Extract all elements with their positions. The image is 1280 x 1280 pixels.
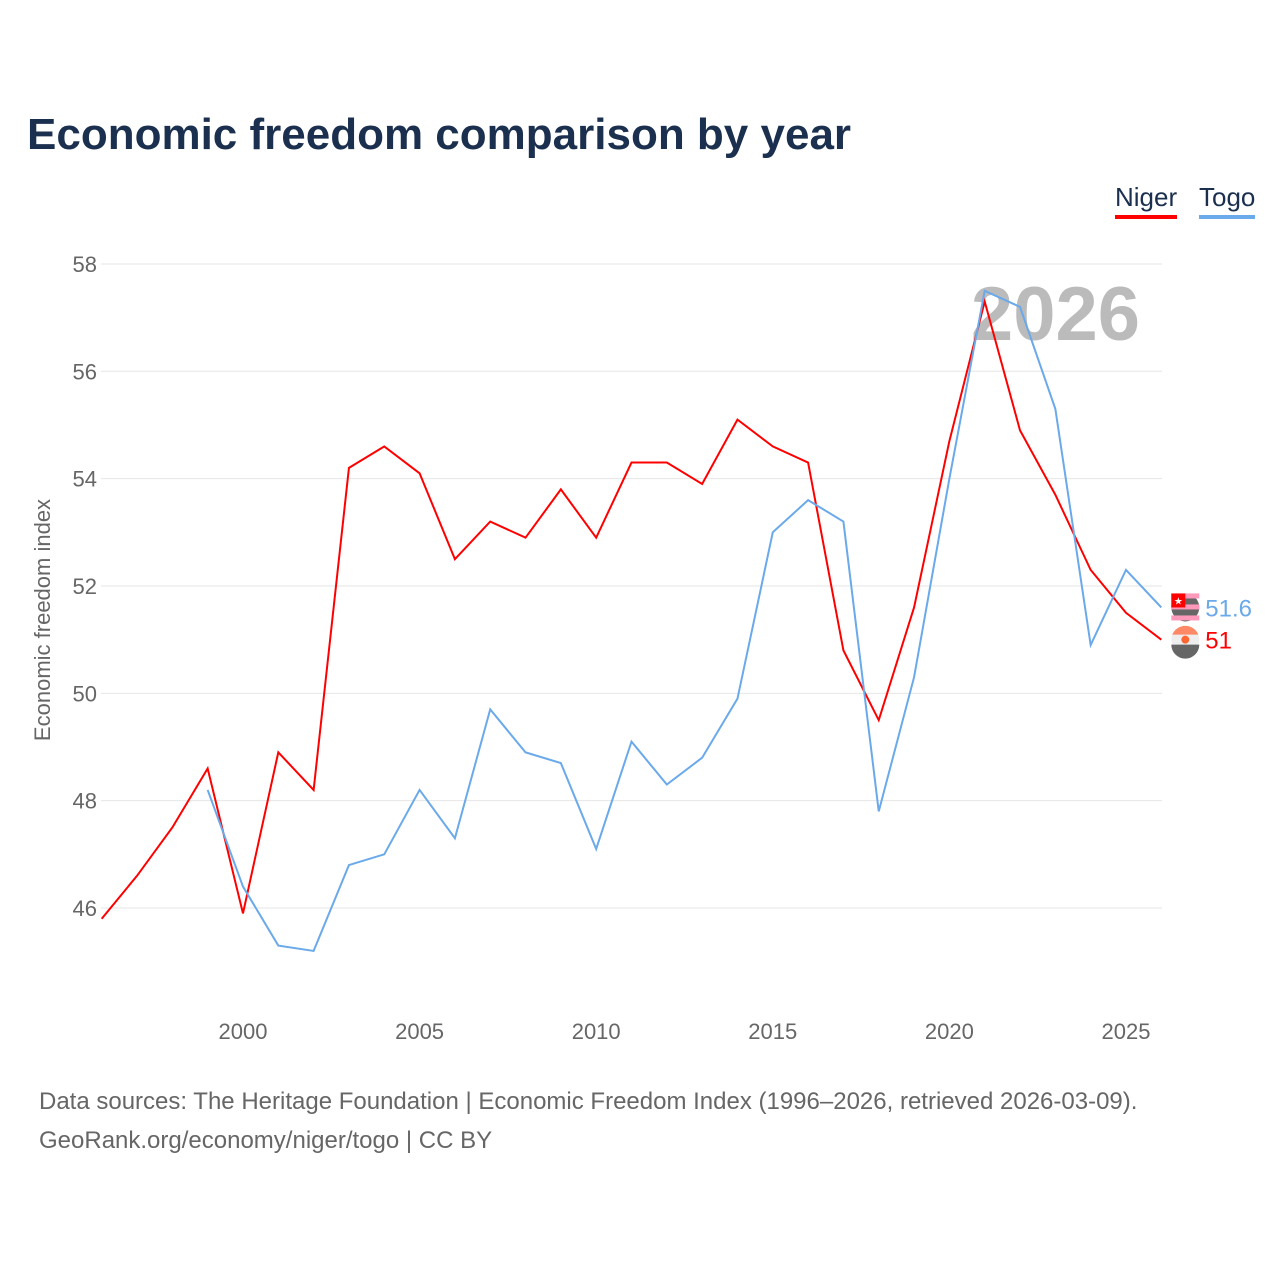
y-tick-label: 58 xyxy=(73,252,97,277)
x-tick-label: 2005 xyxy=(395,1019,444,1044)
footer-link[interactable]: GeoRank.org/economy/niger/togo | CC BY xyxy=(39,1127,493,1154)
y-tick-label: 48 xyxy=(73,789,97,814)
x-tick-label: 2010 xyxy=(572,1019,621,1044)
svg-text:★: ★ xyxy=(1174,596,1183,607)
footer-sources: Data sources: The Heritage Foundation | … xyxy=(39,1088,1138,1115)
legend-niger[interactable]: Niger xyxy=(1115,182,1178,219)
y-tick-label: 54 xyxy=(73,467,97,492)
flag-icon-niger xyxy=(1171,625,1200,659)
series-line-niger xyxy=(100,297,1162,920)
x-tick-label: 2000 xyxy=(219,1019,268,1044)
end-label-niger: 51 xyxy=(1205,628,1232,655)
y-tick-label: 50 xyxy=(73,681,97,706)
x-tick-label: 2015 xyxy=(748,1019,797,1044)
x-tick-label: 2025 xyxy=(1102,1019,1151,1044)
chart-title: Economic freedom comparison by year xyxy=(27,110,852,159)
year-watermark: 2026 xyxy=(971,272,1140,357)
end-label-togo: 51.6 xyxy=(1205,595,1252,622)
y-tick-label: 46 xyxy=(73,896,97,921)
legend-togo[interactable]: Togo xyxy=(1199,182,1256,219)
y-tick-label: 56 xyxy=(73,359,97,384)
flag-icon-togo: ★ xyxy=(1171,593,1200,622)
y-axis-label: Economic freedom index xyxy=(30,499,55,741)
y-tick-label: 52 xyxy=(73,574,97,599)
series-line-togo xyxy=(206,289,1163,953)
x-tick-label: 2020 xyxy=(925,1019,974,1044)
